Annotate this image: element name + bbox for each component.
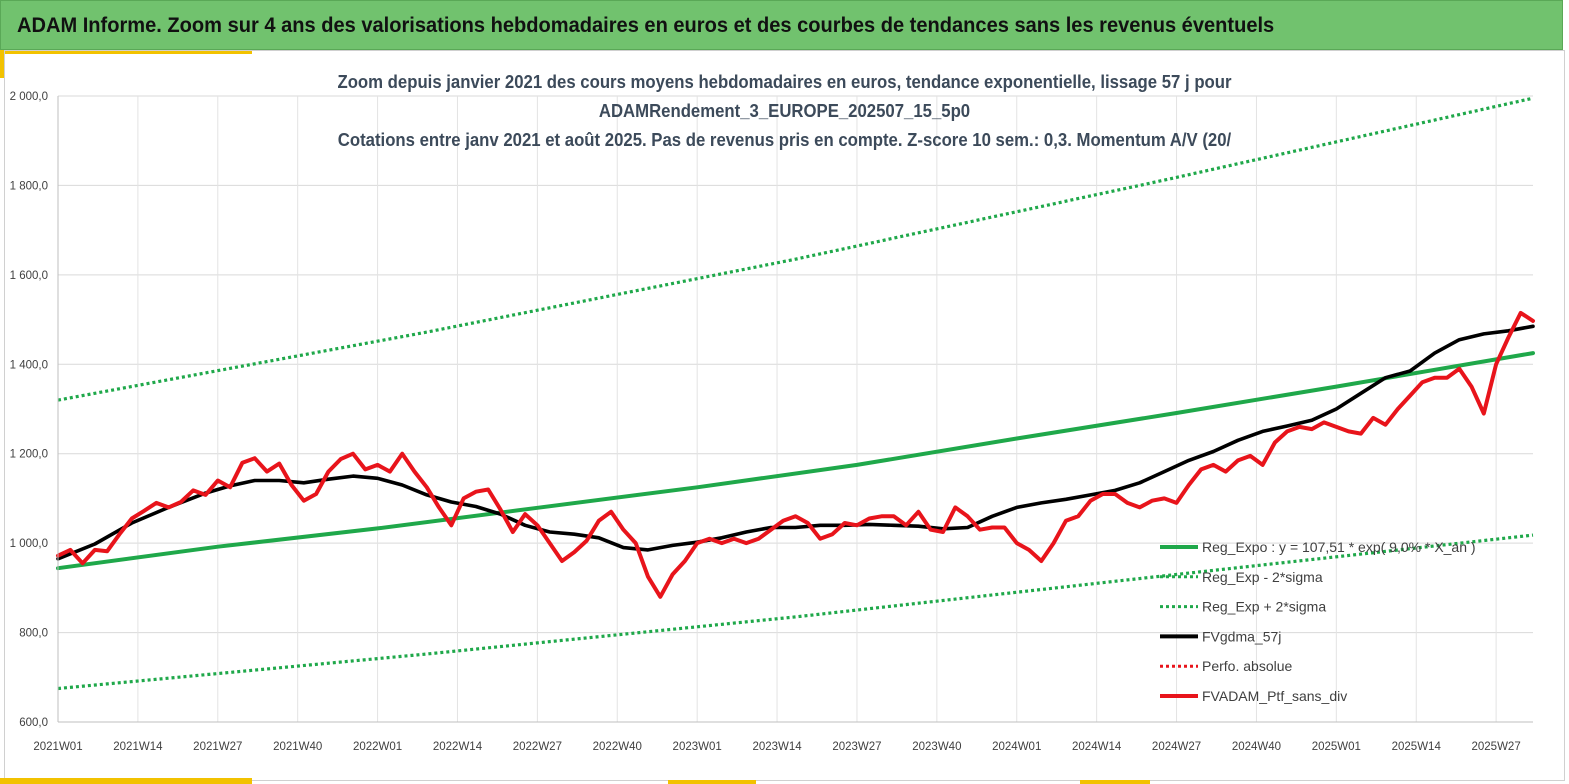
x-tick-label: 2025W01 xyxy=(1312,741,1361,753)
series-line-0 xyxy=(56,351,1535,571)
chart-title-block: Zoom depuis janvier 2021 des cours moyen… xyxy=(0,68,1569,155)
y-tick-label: 1 000,0 xyxy=(10,538,48,550)
accent-bar-top-left xyxy=(0,50,252,54)
x-tick-label: 2021W14 xyxy=(113,741,163,753)
legend-label-5: FVADAM_Ptf_sans_div xyxy=(1202,688,1347,704)
x-tick-label: 2021W40 xyxy=(273,741,322,753)
legend: Reg_Expo : y = 107,51 * exp( 9,0% * X_an… xyxy=(1160,539,1476,704)
x-tick-label: 2022W27 xyxy=(513,741,562,753)
chart-subtitle-2: Cotations entre janv 2021 et août 2025. … xyxy=(337,130,1232,150)
legend-label-4: Perfo. absolue xyxy=(1202,658,1292,674)
x-tick-label: 2022W14 xyxy=(433,741,483,753)
series-lines xyxy=(56,96,1535,691)
series-line-5 xyxy=(56,310,1535,599)
y-tick-label: 800,0 xyxy=(19,628,48,640)
x-tick-label: 2023W01 xyxy=(673,741,722,753)
legend-label-1: Reg_Exp - 2*sigma xyxy=(1202,569,1323,585)
x-tick-label: 2021W27 xyxy=(193,741,242,753)
y-tick-label: 1 800,0 xyxy=(10,180,48,192)
y-tick-label: 1 200,0 xyxy=(10,449,48,461)
x-tick-label: 2024W14 xyxy=(1072,741,1122,753)
y-tick-label: 1 400,0 xyxy=(10,359,48,371)
x-tick-label: 2024W01 xyxy=(992,741,1041,753)
x-tick-label: 2023W27 xyxy=(832,741,881,753)
banner-title: ADAM Informe. Zoom sur 4 ans des valoris… xyxy=(17,14,1275,37)
series-line-2 xyxy=(57,96,1534,402)
chart-subtitle: ADAMRendement_3_EUROPE_202507_15_5p0 xyxy=(598,101,971,121)
legend-label-2: Reg_Exp + 2*sigma xyxy=(1202,599,1326,615)
y-tick-label: 1 600,0 xyxy=(10,270,48,282)
legend-label-3: FVgdma_57j xyxy=(1202,628,1281,644)
x-tick-label: 2021W01 xyxy=(33,741,82,753)
x-tick-label: 2025W27 xyxy=(1472,741,1521,753)
accent-bar-bottom-left xyxy=(0,778,252,784)
legend-label-0: Reg_Expo : y = 107,51 * exp( 9,0% * X_an… xyxy=(1202,539,1476,555)
grid-lines xyxy=(57,95,1533,723)
y-tick-label: 600,0 xyxy=(19,717,48,729)
x-tick-label: 2023W14 xyxy=(752,741,802,753)
x-tick-label: 2024W27 xyxy=(1152,741,1201,753)
x-tick-label: 2022W01 xyxy=(353,741,402,753)
chart-title: Zoom depuis janvier 2021 des cours moyen… xyxy=(337,72,1232,92)
x-tick-label: 2024W40 xyxy=(1232,741,1281,753)
series-line-3 xyxy=(56,324,1535,561)
axes: 600,0 800,0 1 000,0 1 200,0 1 400,0 1 600,0 1 … xyxy=(10,91,1533,753)
chart-frame xyxy=(4,50,1565,781)
x-tick-label: 2023W40 xyxy=(912,741,961,753)
accent-bar-bottom-center xyxy=(668,780,756,784)
series-line-1 xyxy=(57,533,1534,691)
header-banner: ADAM Informe. Zoom sur 4 ans des valoris… xyxy=(0,0,1563,50)
x-tick-label: 2022W40 xyxy=(593,741,642,753)
x-tick-label: 2025W14 xyxy=(1392,741,1442,753)
accent-bar-bottom-right xyxy=(1080,780,1150,784)
y-tick-label: 2 000,0 xyxy=(10,91,48,103)
accent-bar-left xyxy=(0,54,5,78)
